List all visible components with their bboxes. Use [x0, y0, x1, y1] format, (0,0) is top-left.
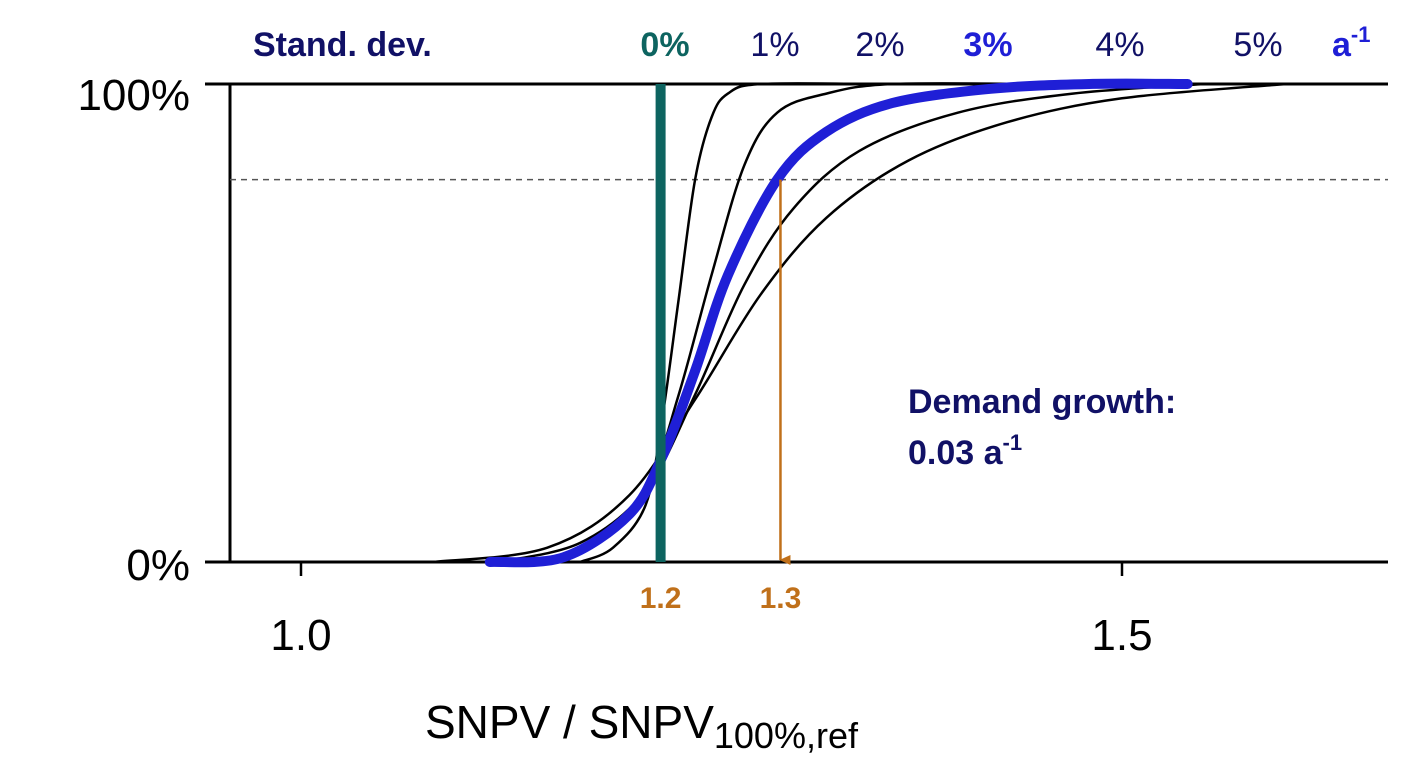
- marker-label-1-3: 1.3: [760, 582, 802, 615]
- x-tick-label-1-0: 1.0: [270, 611, 331, 660]
- legend-entry-1pct: 1%: [750, 26, 799, 64]
- x-axis-label: SNPV / SNPV100%,ref: [425, 696, 859, 756]
- series-4pct-curve: [497, 82, 1205, 564]
- legend-entry-4pct: 4%: [1095, 26, 1144, 64]
- series-5pct-curve: [432, 82, 1287, 564]
- legend-unit: a-1: [1332, 22, 1370, 64]
- legend-unit-sup: -1: [1351, 22, 1371, 47]
- legend-entry-3pct: 3%: [963, 26, 1012, 64]
- annotation-value: 0.03 a: [908, 434, 1004, 472]
- x-tick-label-1-5: 1.5: [1091, 611, 1152, 660]
- annotation-line-2: 0.03 a-1: [908, 430, 1022, 472]
- annotation-sup: -1: [1003, 430, 1023, 455]
- x-axis-label-main: SNPV / SNPV: [425, 696, 714, 748]
- y-tick-label-0: 0%: [126, 541, 190, 590]
- legend-unit-base: a: [1332, 26, 1352, 64]
- series-3pct-curve: [484, 78, 1193, 568]
- legend-entry-2pct: 2%: [855, 26, 904, 64]
- legend-title: Stand. dev.: [253, 26, 432, 64]
- x-axis-label-subscript: 100%,ref: [714, 715, 859, 756]
- marker-label-1-2: 1.2: [640, 582, 682, 615]
- legend-entry-5pct: 5%: [1233, 26, 1282, 64]
- series-1pct-curve: [579, 82, 876, 564]
- legend-entry-0pct: 0%: [640, 26, 689, 64]
- y-tick-label-100: 100%: [77, 71, 190, 120]
- annotation-line-1: Demand growth:: [908, 383, 1176, 421]
